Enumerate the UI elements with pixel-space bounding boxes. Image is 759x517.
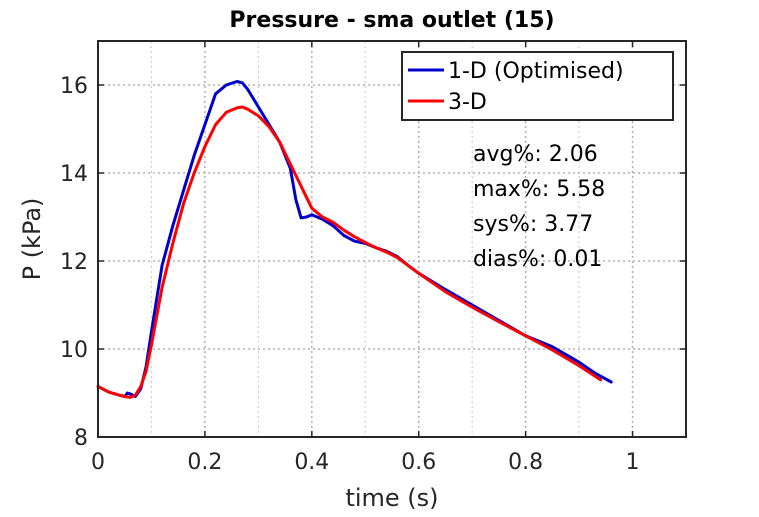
legend-box bbox=[401, 51, 674, 121]
series-line-2 bbox=[96, 105, 602, 399]
x-tick-label: 0.6 bbox=[401, 450, 436, 475]
stat-annotation: dias%: 0.01 bbox=[473, 247, 602, 272]
legend-label-1: 1-D (Optimised) bbox=[448, 59, 624, 84]
chart-title: Pressure - sma outlet (15) bbox=[229, 8, 554, 33]
x-tick-label: 0.2 bbox=[187, 450, 222, 475]
legend-label-2: 3-D bbox=[448, 90, 487, 115]
x-tick-label: 1 bbox=[626, 450, 640, 475]
y-tick-label: 12 bbox=[60, 250, 88, 275]
y-tick-label: 10 bbox=[60, 338, 88, 363]
x-tick-label: 0.8 bbox=[508, 450, 543, 475]
plot-area-frame bbox=[97, 40, 687, 438]
stat-annotation: sys%: 3.77 bbox=[473, 212, 593, 237]
stat-annotation: max%: 5.58 bbox=[473, 177, 605, 202]
x-axis-label: time (s) bbox=[345, 484, 438, 512]
legend: 1-D (Optimised) 3-D bbox=[401, 51, 674, 121]
series-group bbox=[96, 80, 613, 399]
y-tick-label: 8 bbox=[74, 426, 88, 451]
y-axis-label: P (kPa) bbox=[18, 198, 46, 281]
y-tick-label: 14 bbox=[60, 162, 88, 187]
stats-annotations: avg%: 2.06 max%: 5.58 sys%: 3.77 dias%: 0.0… bbox=[473, 142, 605, 272]
x-tick-label: 0.4 bbox=[294, 450, 329, 475]
x-tick-label: 0 bbox=[91, 450, 105, 475]
axis-ticks: 0 0.2 0.4 0.6 0.8 1 8 10 12 14 16 bbox=[60, 41, 686, 475]
stat-annotation: avg%: 2.06 bbox=[473, 142, 598, 167]
y-tick-label: 16 bbox=[60, 74, 88, 99]
